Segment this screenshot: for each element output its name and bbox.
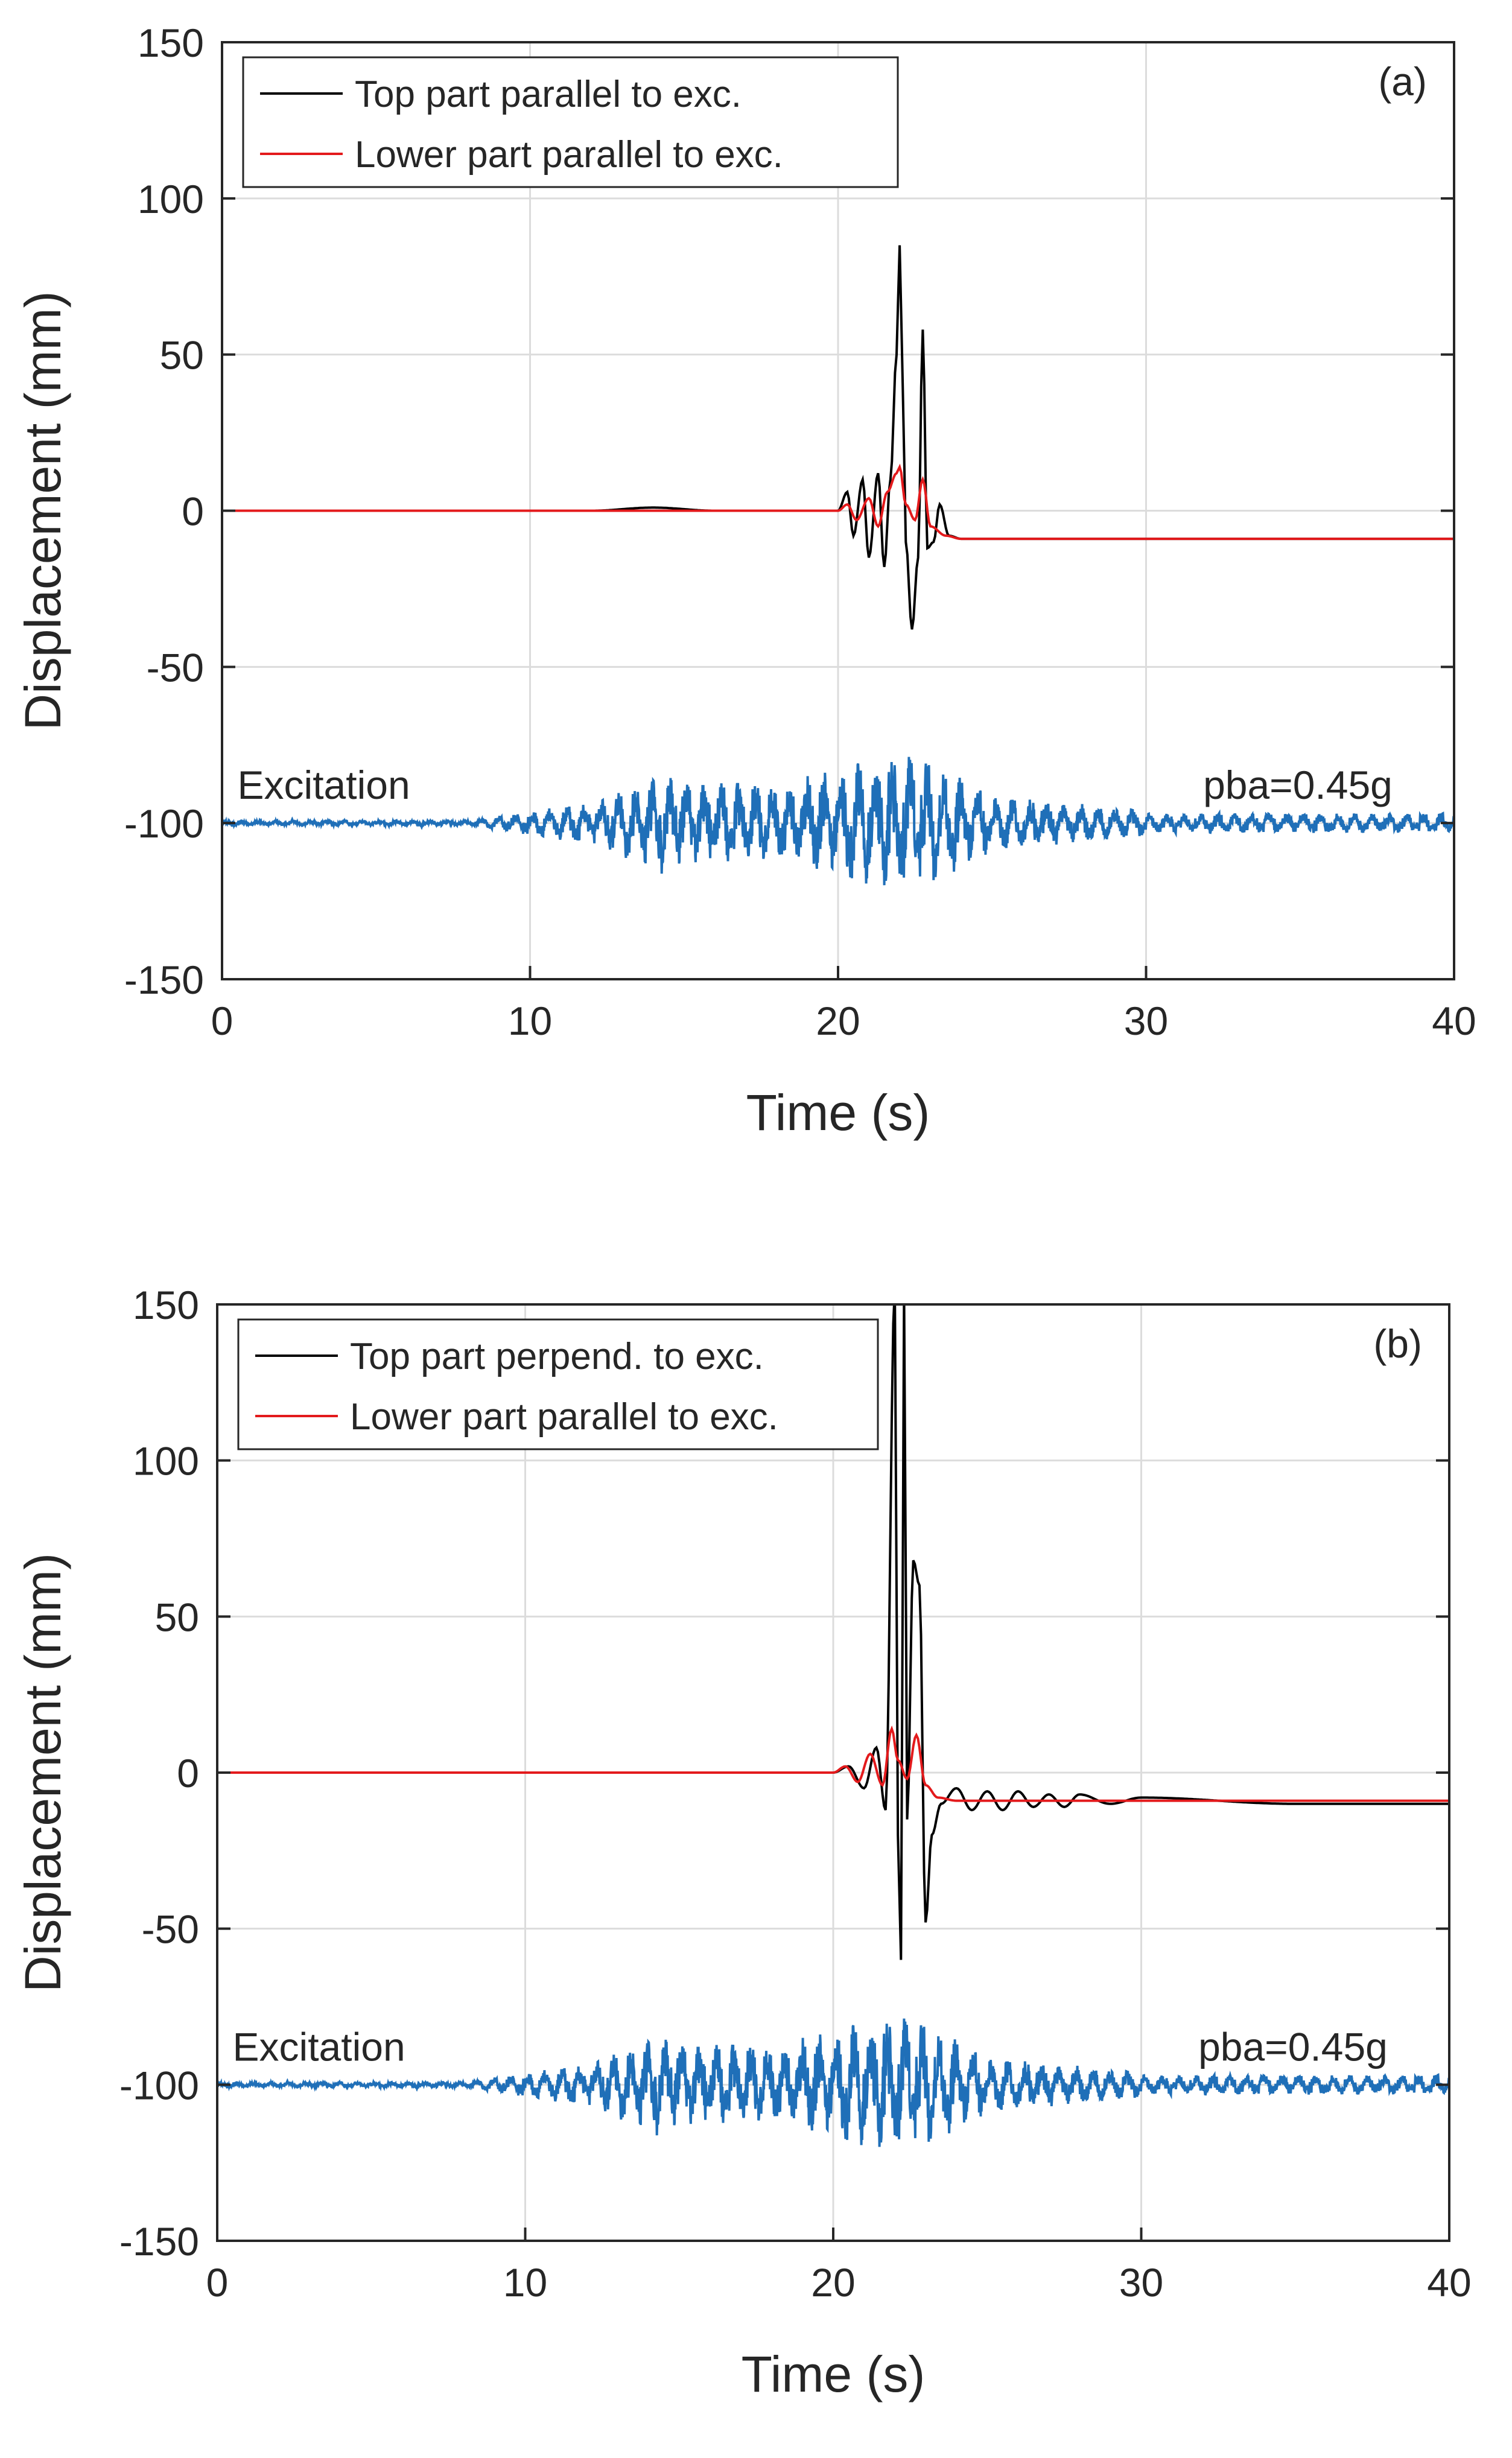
- panel-b-x-tick-label: 40: [1427, 2260, 1471, 2305]
- panel-a-x-tick-label: 10: [508, 999, 552, 1043]
- panel-b-x-tick-label: 0: [206, 2260, 229, 2305]
- panel-b-legend-entry-top: Top part perpend. to exc.: [350, 1336, 764, 1377]
- panel-b-x-tick-label: 30: [1119, 2260, 1163, 2305]
- panel-a-y-tick-label: -100: [124, 801, 204, 846]
- panel-b-y-axis-label: Displacement (mm): [14, 1553, 71, 1992]
- panel-a-x-tick-label: 0: [211, 999, 233, 1043]
- panel-a-excitation-label: Excitation: [238, 763, 410, 807]
- panel-a-series: [222, 245, 1454, 886]
- panel-a-legend: Top part parallel to exc. Lower part par…: [242, 56, 899, 188]
- panel-a-x-axis-label: Time (s): [746, 1084, 930, 1141]
- panel-a-x-tick-label: 40: [1432, 999, 1476, 1043]
- panel-b-excitation-label: Excitation: [233, 2024, 405, 2069]
- panel-a-pba-label: pba=0.45g: [1203, 763, 1393, 807]
- panel-a-y-tick-label: 100: [138, 177, 204, 221]
- panel-a-excitation-line: [222, 757, 1454, 886]
- panel-a-x-tick-label: 30: [1124, 999, 1168, 1043]
- panel-b-legend-box: [237, 1318, 879, 1450]
- panel-a-y-tick-label: 50: [160, 333, 204, 378]
- panel-b-y-tick-label: 0: [177, 1751, 199, 1796]
- panel-a-x-tick-label: 20: [816, 999, 860, 1043]
- panel-b-y-tick-label: -150: [119, 2219, 199, 2264]
- panel-b-pba-label: pba=0.45g: [1198, 2024, 1388, 2069]
- panel-a-label: (a): [1378, 59, 1427, 104]
- panel-b-label: (b): [1373, 1321, 1422, 1366]
- panel-b-y-tick-label: -100: [119, 2063, 199, 2107]
- panel-b-series: [217, 1304, 1449, 2147]
- panel-a-x-ticks: 0 10 20 30 40: [211, 966, 1476, 1043]
- panel-b-y-tick-label: 100: [133, 1439, 199, 1484]
- panel-a-lower-part-line: [222, 463, 1454, 541]
- panel-b-excitation-line: [217, 2018, 1449, 2147]
- panel-a-legend-entry-top: Top part parallel to exc.: [355, 74, 742, 115]
- panel-a-y-tick-label: -150: [124, 957, 204, 1002]
- panel-b-x-axis-label: Time (s): [742, 2346, 926, 2402]
- panel-a-y-axis-label: Displacement (mm): [14, 291, 71, 730]
- panel-b-legend: Top part perpend. to exc. Lower part par…: [237, 1318, 879, 1450]
- panel-b-legend-entry-lower: Lower part parallel to exc.: [350, 1396, 778, 1438]
- panel-b-y-tick-label: -50: [142, 1907, 199, 1952]
- panel-b-y-tick-label: 50: [155, 1595, 199, 1639]
- panel-b-y-ticks: 150 100 50 0 -50 -100 -150: [119, 1283, 1449, 2264]
- panel-b-x-ticks: 0 10 20 30 40: [206, 2228, 1472, 2305]
- panel-b-y-tick-label: 150: [133, 1283, 199, 1327]
- panel-a-y-tick-label: 150: [138, 21, 204, 65]
- panel-a-legend-box: [242, 56, 899, 188]
- panel-b-x-tick-label: 10: [503, 2260, 547, 2305]
- panel-a-legend-entry-lower: Lower part parallel to exc.: [355, 134, 783, 176]
- panel-a-y-tick-label: 0: [182, 489, 204, 534]
- panel-a-y-ticks: 150 100 50 0 -50 -100 -150: [124, 21, 1454, 1002]
- panel-a-y-tick-label: -50: [147, 645, 204, 690]
- panel-b-lower-part-line: [217, 1725, 1449, 1802]
- panel-b-x-tick-label: 20: [811, 2260, 855, 2305]
